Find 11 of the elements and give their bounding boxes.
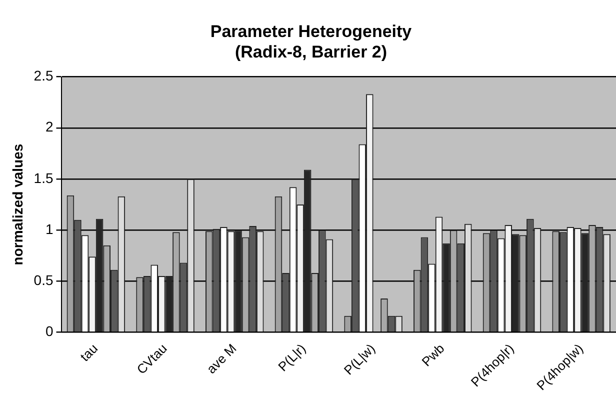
x-tick-label: ave M	[204, 340, 240, 376]
x-tick-label: Pwb	[418, 340, 448, 370]
y-tick-label: 1	[45, 220, 54, 237]
y-tick-label: 1.5	[34, 170, 54, 186]
y-tick-label: 0	[45, 323, 54, 340]
chart-title: Parameter Heterogeneity (Radix-8, Barrier 2)	[210, 22, 412, 62]
y-axis-title: normalized values	[9, 144, 26, 266]
x-tick-label: tau	[77, 340, 101, 364]
y-tick-label: 2	[45, 118, 54, 135]
y-tick-label: 2.5	[34, 68, 54, 84]
y-tick-label: 0.5	[34, 272, 54, 288]
